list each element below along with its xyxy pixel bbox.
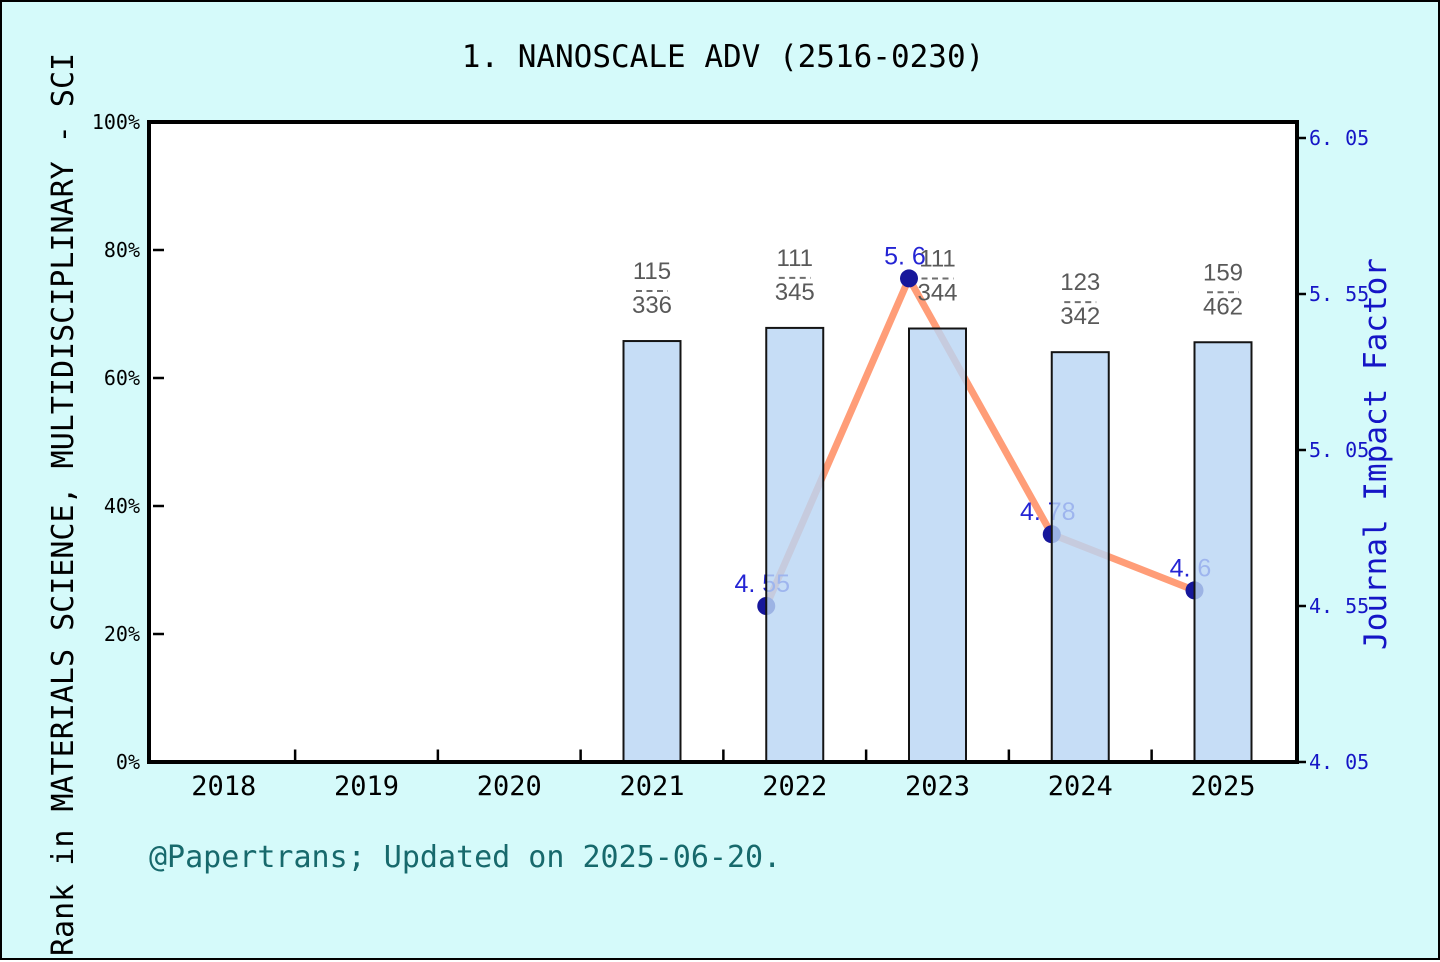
rank-numerator-2022: 111: [777, 245, 813, 272]
x-axis-tick-label: 2018: [191, 771, 256, 802]
rank-numerator-2025: 159: [1203, 259, 1243, 286]
rank-bar-2025: [1193, 341, 1253, 763]
y-axis-label-right: Journal Impact Factor: [1358, 258, 1394, 650]
right-axis-tick-label: 4. 05: [1309, 750, 1369, 774]
x-axis-tick-label: 2019: [334, 771, 399, 802]
rank-numerator-2023: 111: [919, 246, 955, 273]
y-axis-label-left: Rank in MATERIALS SCIENCE, MULTIDISCIPLI…: [46, 53, 81, 956]
jif-value-label-2023: 5. 6: [884, 242, 926, 270]
x-axis-tick-label: 2024: [1048, 771, 1113, 802]
plot-border: [147, 120, 1299, 764]
rank-numerator-2021: 115: [633, 258, 671, 285]
jif-point-2023: [900, 269, 918, 288]
left-axis-tick-label: 40%: [104, 494, 140, 518]
rank-denominator-2023: 344: [917, 280, 957, 307]
rank-bar-2023: [908, 327, 967, 763]
left-axis-tick-label: 60%: [104, 366, 140, 390]
right-axis-tick-label: 4. 55: [1309, 594, 1369, 618]
x-axis-tick-label: 2022: [762, 771, 827, 802]
left-axis-tick-label: 0%: [116, 750, 140, 774]
right-axis-tick-label: 5. 05: [1309, 438, 1369, 462]
rank-bar-2022: [765, 326, 825, 763]
right-axis-tick-label: 6. 05: [1309, 126, 1369, 150]
right-axis-tick-label: 5. 55: [1309, 282, 1369, 306]
rank-bar-2021: [622, 340, 682, 763]
x-axis-tick-label: 2021: [619, 771, 684, 802]
jif-line: [762, 274, 1198, 610]
rank-bar-2024: [1050, 351, 1110, 763]
watermark-footer: @Papertrans; Updated on 2025-06-20.: [149, 840, 782, 875]
x-axis-tick-label: 2020: [477, 771, 542, 802]
x-axis-tick-label: 2023: [905, 771, 970, 802]
rank-denominator-2024: 342: [1060, 303, 1100, 330]
rank-numerator-2024: 123: [1060, 269, 1100, 296]
x-axis-tick-label: 2025: [1190, 771, 1255, 802]
plot-area: [149, 122, 1297, 762]
rank-denominator-2021: 336: [632, 292, 672, 319]
chart-title: 1. NANOSCALE ADV (2516-0230): [461, 39, 985, 75]
left-axis-tick-label: 100%: [92, 110, 140, 134]
left-axis-tick-label: 20%: [104, 622, 140, 646]
left-axis-tick-label: 80%: [104, 238, 140, 262]
rank-denominator-2025: 462: [1203, 293, 1243, 320]
rank-denominator-2022: 345: [775, 279, 815, 306]
